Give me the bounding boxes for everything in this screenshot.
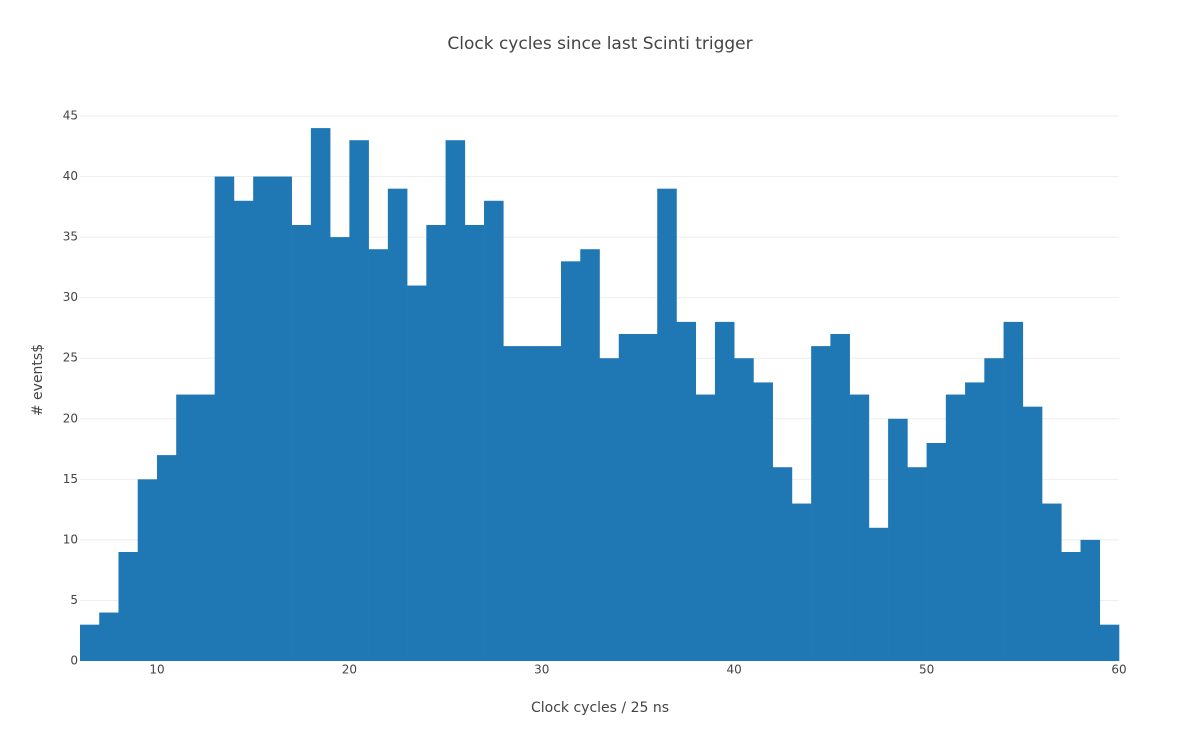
bar [772, 467, 793, 661]
y-tick-label: 20 [63, 411, 78, 425]
bar [561, 261, 581, 661]
y-tick-label: 40 [63, 169, 78, 183]
bar [253, 176, 273, 662]
x-tick-label: 40 [727, 663, 742, 677]
y-tick-label: 10 [63, 532, 78, 546]
bar [1080, 539, 1101, 661]
bar [1042, 503, 1062, 661]
x-tick-label: 10 [149, 663, 164, 677]
bar [484, 200, 504, 661]
bar [637, 334, 658, 661]
bar [753, 382, 773, 661]
bar [849, 394, 870, 661]
x-tick-label: 30 [534, 663, 549, 677]
y-tick-label: 0 [70, 654, 78, 668]
x-tick-label: 50 [919, 663, 934, 677]
y-axis-title: # events$ [30, 344, 46, 416]
bar [426, 225, 446, 661]
bar [926, 443, 947, 661]
bar [599, 358, 620, 661]
bar [618, 334, 639, 661]
y-tick-label: 30 [63, 290, 78, 304]
bar [445, 140, 466, 661]
y-tick-label: 35 [63, 230, 78, 244]
y-tick-label: 45 [63, 109, 78, 123]
bar [137, 479, 158, 661]
bar [195, 394, 215, 661]
bar [330, 237, 350, 661]
bar [1003, 321, 1024, 661]
x-tick-label: 60 [1111, 663, 1126, 677]
bar [156, 455, 177, 661]
bar [695, 394, 716, 661]
y-tick-label: 15 [63, 472, 78, 486]
chart-title: Clock cycles since last Scinti trigger [447, 34, 752, 54]
x-tick-label: 20 [342, 663, 357, 677]
bar [657, 188, 677, 661]
bar [80, 624, 100, 661]
bar [233, 200, 254, 661]
y-tick-label: 5 [70, 593, 78, 607]
bar [368, 249, 389, 661]
bar [99, 612, 119, 661]
bar [945, 394, 966, 661]
bar [965, 382, 985, 661]
x-axis-title: Clock cycles / 25 ns [531, 700, 669, 716]
bar [387, 188, 408, 661]
bar [830, 334, 850, 661]
bar [984, 358, 1004, 661]
bar [676, 321, 697, 661]
bar [522, 346, 543, 661]
bar [118, 552, 139, 661]
bar [214, 176, 235, 662]
bar [349, 140, 369, 661]
bar [176, 394, 196, 661]
bar [580, 249, 600, 661]
bar [1099, 624, 1120, 661]
bar [1061, 552, 1081, 661]
bar [464, 225, 485, 661]
bar [291, 225, 312, 661]
bar [907, 467, 927, 661]
bar [714, 321, 735, 661]
bar [811, 346, 831, 661]
bar [734, 358, 754, 661]
bar [503, 346, 523, 661]
y-tick-label: 25 [63, 351, 78, 365]
bar [1022, 406, 1043, 661]
bar [888, 418, 908, 661]
bar [868, 527, 889, 661]
bar [310, 128, 331, 662]
bar [791, 503, 812, 661]
bar [407, 285, 427, 661]
bar [272, 176, 292, 662]
bar [541, 346, 562, 661]
